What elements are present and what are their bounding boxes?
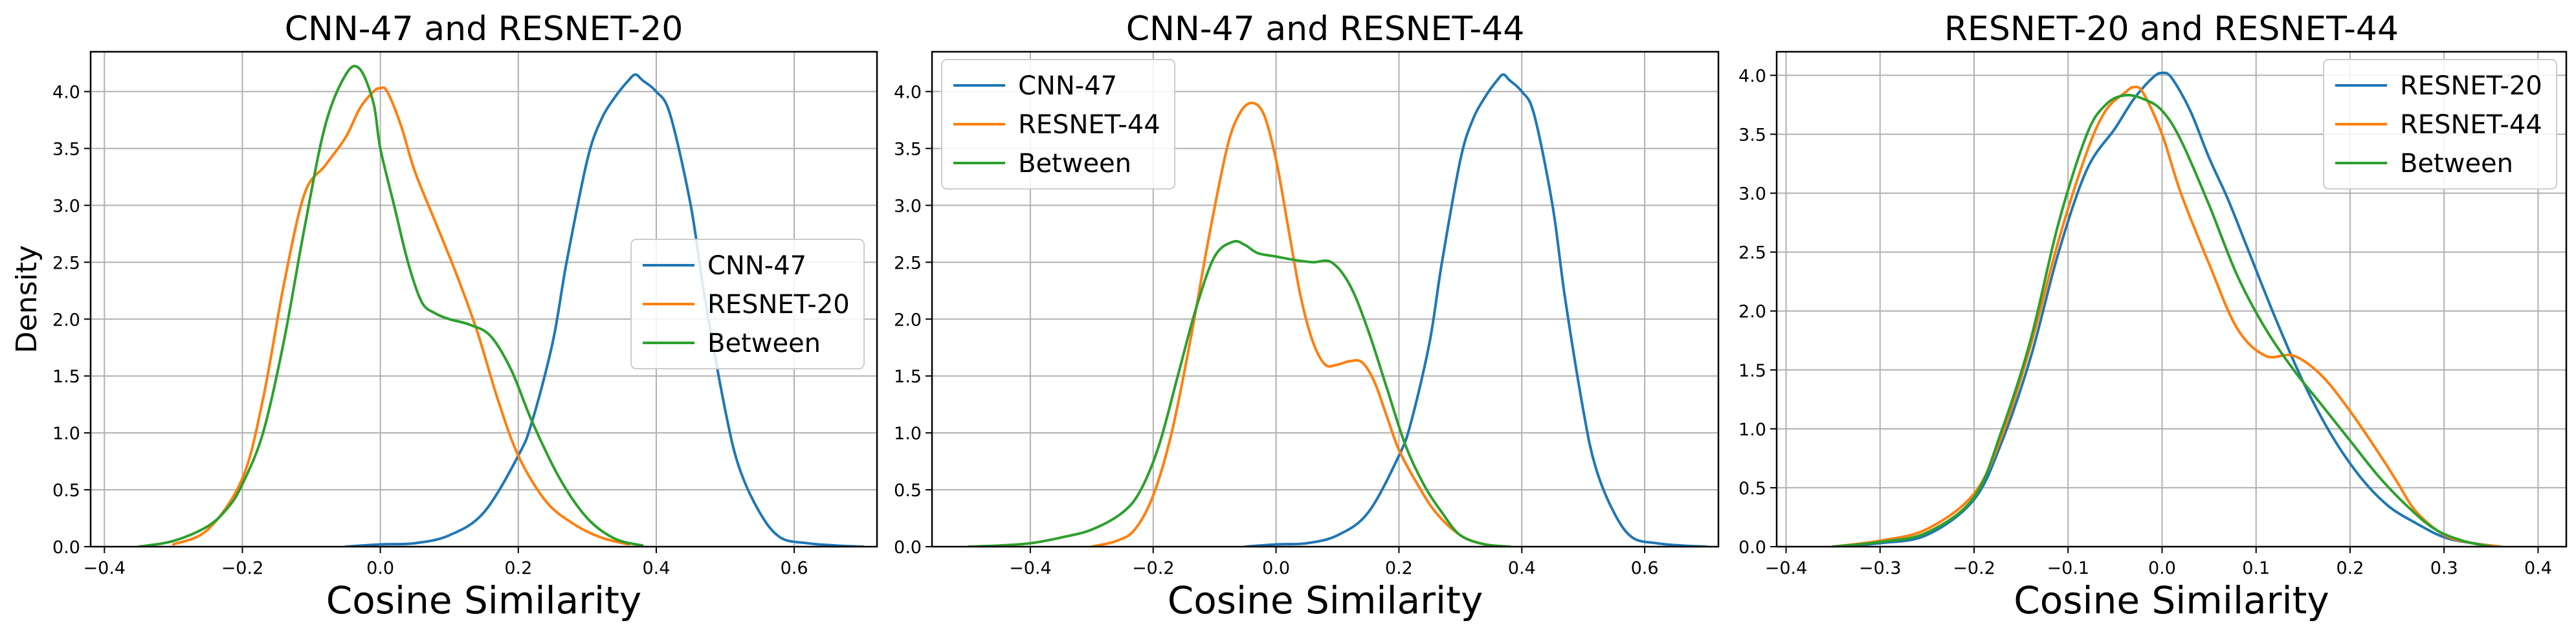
y-tick-label: 1.5: [894, 367, 922, 387]
y-tick-label: 0.5: [1738, 479, 1766, 499]
y-tick-label: 2.5: [52, 253, 80, 273]
y-tick-label: 3.5: [52, 139, 80, 159]
y-tick-label: 1.5: [52, 367, 80, 387]
y-axis-label: Density: [10, 245, 43, 353]
legend: CNN-47 RESNET-44 Between: [941, 59, 1175, 190]
y-tick-label: 1.0: [52, 424, 80, 444]
y-tick-label: 4.0: [894, 83, 922, 103]
legend-label: RESNET-20: [707, 290, 850, 320]
series-group: [968, 73, 1707, 547]
y-tick-label: 3.0: [1738, 184, 1766, 204]
y-tick-label: 3.5: [1738, 126, 1766, 146]
x-tick-label: −0.4: [1009, 558, 1052, 578]
legend-label: RESNET-20: [2400, 71, 2542, 101]
y-tick-label: 2.0: [1738, 302, 1766, 322]
chart-title: CNN-47 and RESNET-20: [285, 10, 683, 49]
x-tick-label: −0.1: [2047, 558, 2089, 578]
chart-title: CNN-47 and RESNET-44: [1126, 10, 1525, 49]
y-tick-label: 3.0: [52, 196, 80, 216]
legend: RESNET-20 RESNET-44 Between: [2323, 59, 2557, 190]
x-tick-label: 0.0: [1262, 558, 1290, 578]
x-tick-label: 0.4: [642, 558, 670, 578]
y-tick-label: 0.0: [894, 538, 922, 558]
legend-box: [941, 59, 1175, 190]
panel-cnn47-resnet44: −0.4 −0.2 0.0 0.2 0.4 0.6 0.0 0.5 1.0 1.5 2.0 2.5 3.…: [894, 10, 1720, 622]
series-group: [1832, 71, 2502, 547]
series-line-resnet-44: [1832, 85, 2502, 547]
plot-frame: [89, 50, 878, 548]
x-tick-label: −0.2: [1132, 558, 1175, 578]
y-tick-label: 3.5: [894, 139, 922, 159]
y-tick-label: 4.0: [1738, 66, 1766, 86]
y-tick-label: 2.5: [894, 253, 922, 273]
x-tick-label: −0.2: [221, 558, 264, 578]
legend-label: RESNET-44: [2400, 110, 2542, 140]
series-line-between: [968, 239, 1511, 547]
x-tick-label: 0.6: [1631, 558, 1659, 578]
x-tick-label: −0.3: [1859, 558, 1902, 578]
x-tick-label: 0.3: [2430, 558, 2458, 578]
y-tick-label: 2.0: [894, 310, 922, 330]
panel-cnn47-resnet20: −0.4 −0.2 0.0 0.2 0.4 0.6 0.0 0.5 1.0 1.5 2.0 2.5 3.…: [10, 10, 878, 622]
x-tick-label: 0.0: [366, 558, 394, 578]
y-tick-label: 2.0: [52, 310, 80, 330]
legend-label: CNN-47: [1018, 71, 1117, 101]
x-tick-label: 0.6: [781, 558, 808, 578]
x-tick-label: −0.2: [1953, 558, 1995, 578]
y-tick-label: 0.0: [52, 538, 80, 558]
y-tick-label: 3.0: [894, 196, 922, 216]
series-line-between: [137, 65, 644, 547]
y-tick-label: 0.0: [1738, 538, 1766, 558]
y-tick-label: 0.5: [52, 481, 80, 501]
legend-label: Between: [1018, 149, 1131, 179]
x-tick-label: 0.1: [2242, 558, 2270, 578]
y-tick-label: 4.0: [52, 83, 80, 103]
series-line-resnet-20: [172, 86, 630, 546]
x-tick-label: −0.4: [1765, 558, 1808, 578]
x-tick-label: 0.2: [1385, 558, 1413, 578]
x-axis-label: Cosine Similarity: [1168, 578, 1483, 622]
series-line-resnet-44: [1090, 102, 1511, 547]
series-line-cnn-47: [344, 73, 865, 547]
series-line-between: [1832, 94, 2493, 547]
y-tick-label: 1.0: [1738, 420, 1766, 440]
legend-label: Between: [2400, 149, 2513, 179]
x-tick-label: 0.2: [504, 558, 532, 578]
legend-box: [2323, 59, 2557, 190]
x-axis-label: Cosine Similarity: [326, 578, 641, 622]
chart-title: RESNET-20 and RESNET-44: [1944, 10, 2399, 49]
legend-label: Between: [707, 329, 821, 358]
y-tick-label: 2.5: [1738, 243, 1766, 263]
series-group: [137, 65, 865, 547]
plot-frame: [931, 50, 1720, 548]
x-axis-label: Cosine Similarity: [2014, 578, 2329, 622]
series-line-resnet-20: [1832, 71, 2502, 547]
x-tick-label: 0.2: [2336, 558, 2364, 578]
plot-frame: [1775, 50, 2568, 548]
x-tick-label: 0.4: [1508, 558, 1536, 578]
panel-resnet20-resnet44: −0.4 −0.3 −0.2 −0.1 0.0 0.1 0.2 0.3 0.4 0.0 0.5 1.0…: [1738, 10, 2568, 622]
series-line-cnn-47: [1244, 73, 1707, 547]
legend-box: [630, 239, 865, 369]
x-tick-label: −0.4: [83, 558, 126, 578]
legend-label: CNN-47: [707, 251, 806, 281]
y-tick-label: 1.5: [1738, 361, 1766, 381]
legend-label: RESNET-44: [1018, 110, 1160, 140]
y-tick-label: 1.0: [894, 424, 922, 444]
x-tick-label: 0.4: [2524, 558, 2552, 578]
legend: CNN-47 RESNET-20 Between: [630, 239, 865, 369]
y-tick-label: 0.5: [894, 481, 922, 501]
x-tick-label: 0.0: [2148, 558, 2176, 578]
